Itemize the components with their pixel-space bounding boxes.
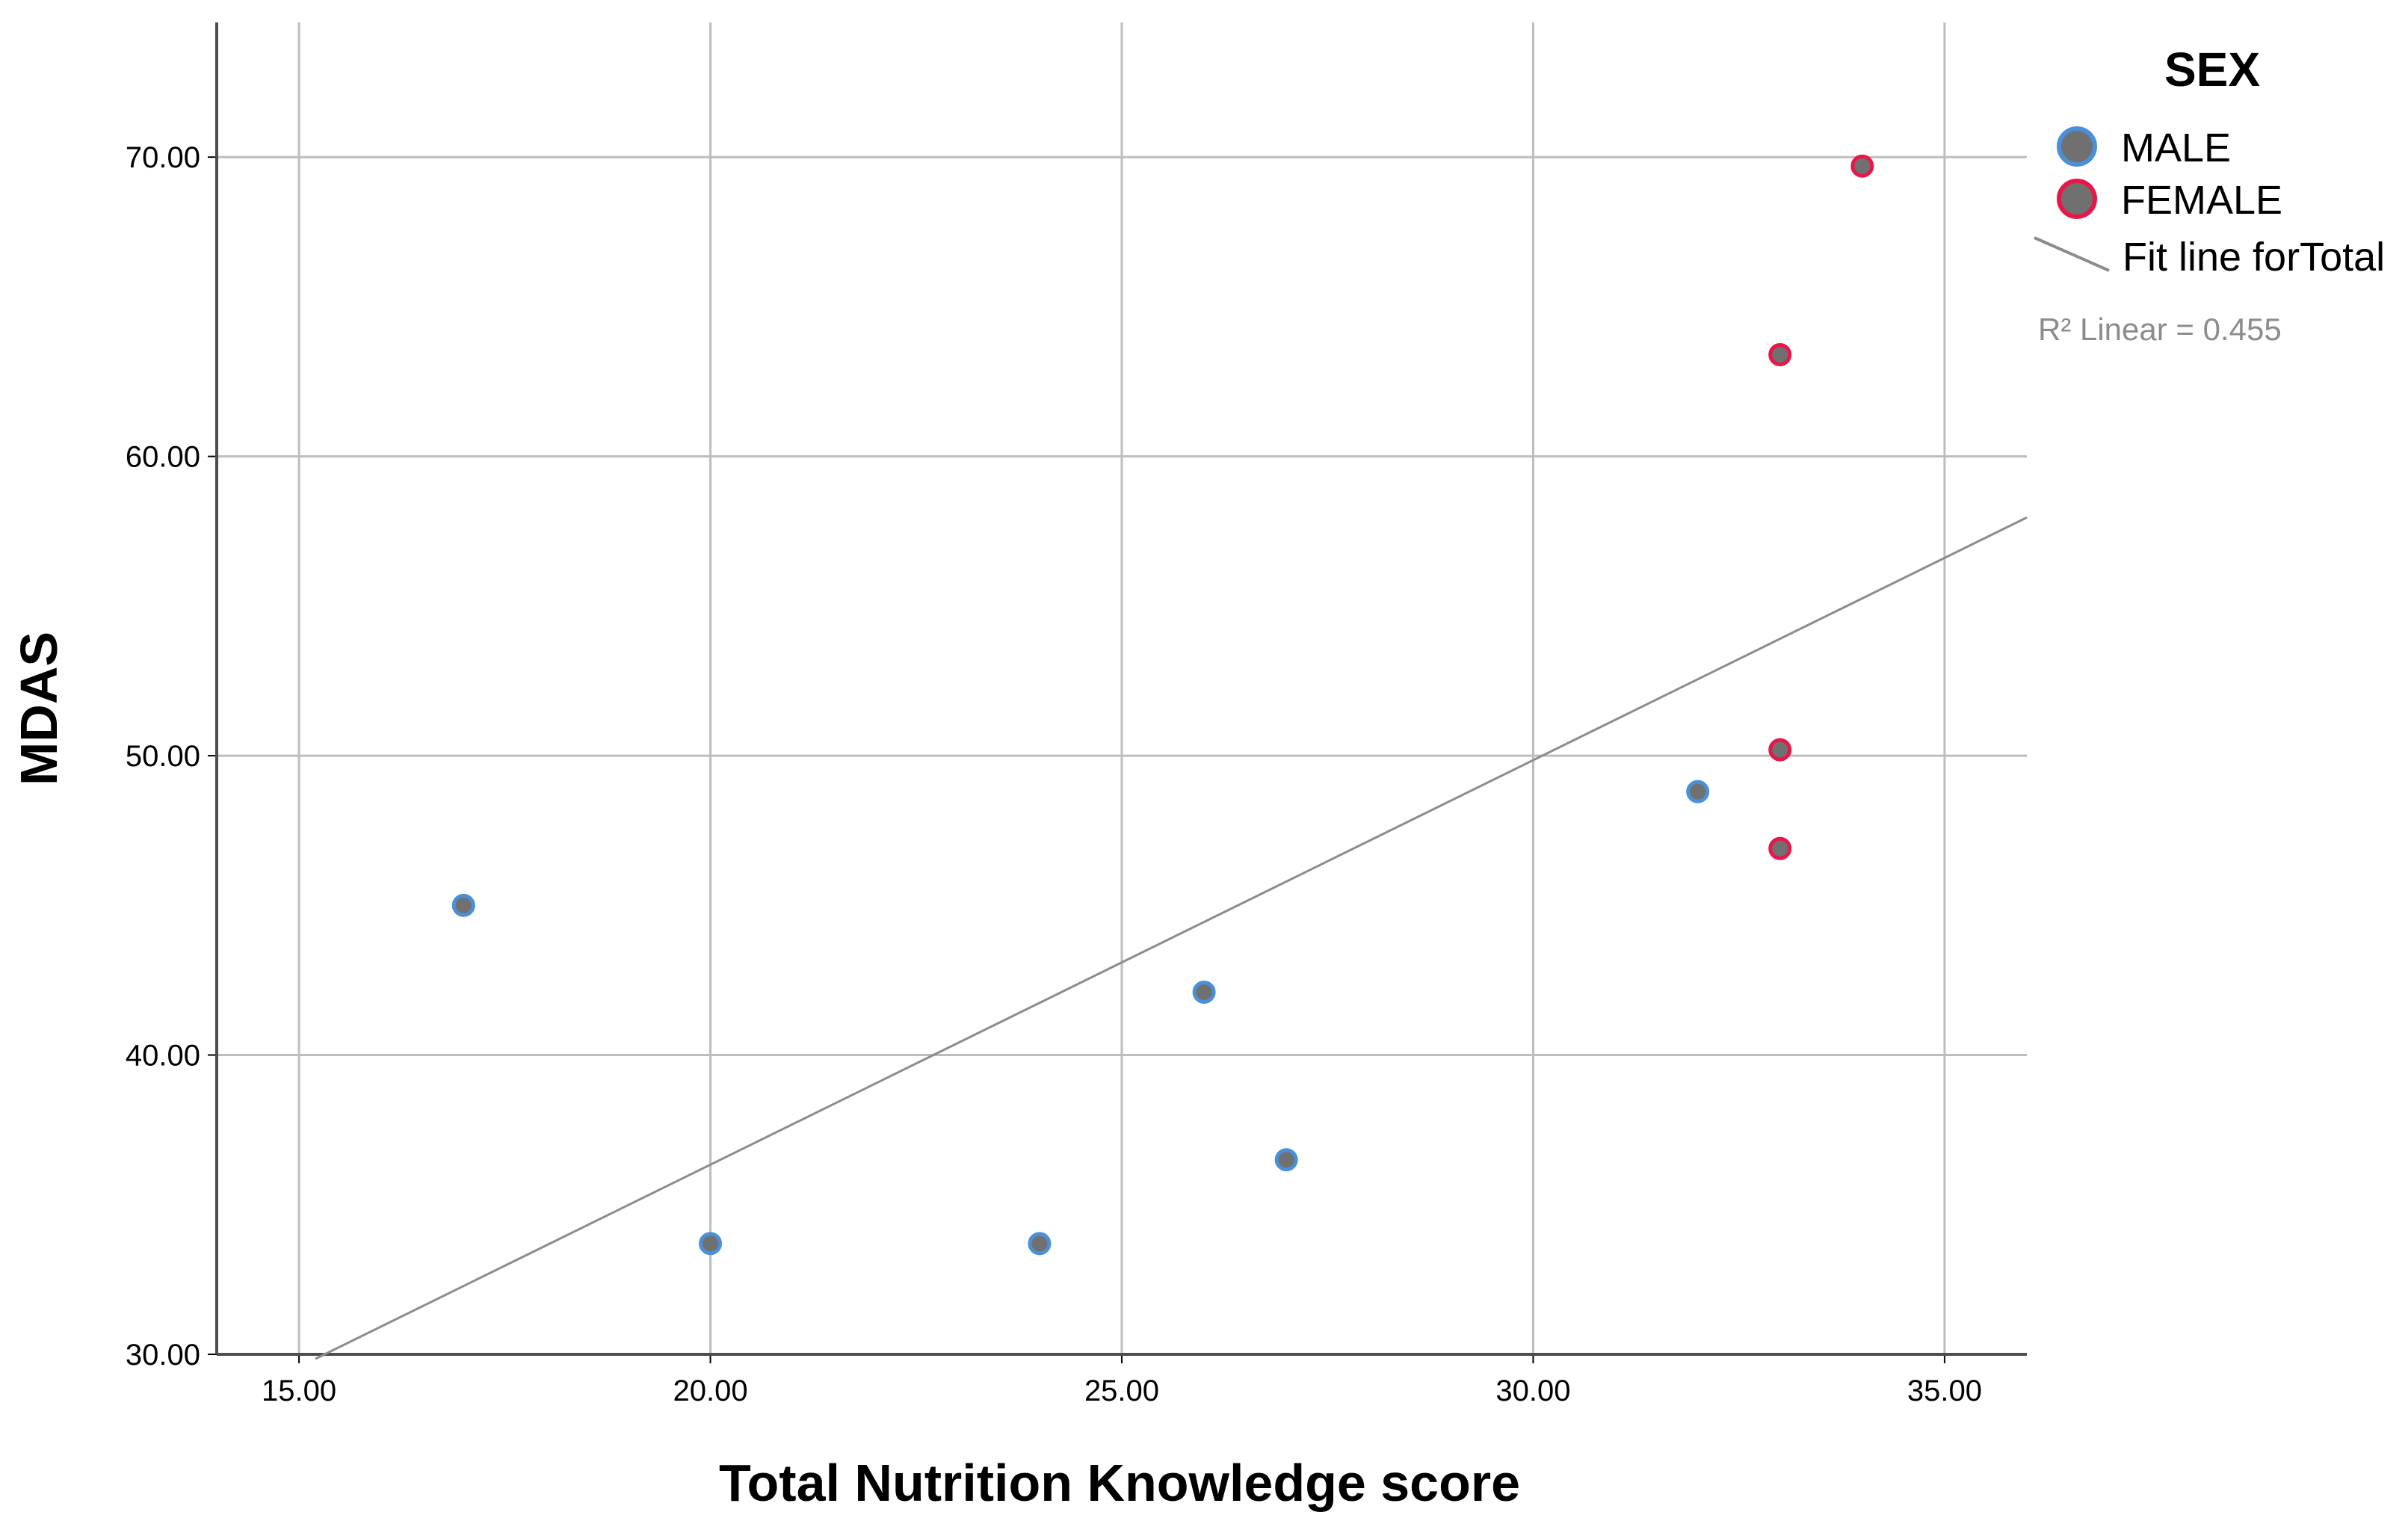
data-points <box>451 154 1874 1256</box>
y-tick-label: 60.00 <box>126 441 200 474</box>
legend-marker-male <box>2057 126 2097 167</box>
legend-fit-line-label: Fit line forTotal <box>2123 235 2385 280</box>
female-point <box>1768 738 1792 762</box>
x-tick-label: 15.00 <box>262 1375 336 1407</box>
x-tick-label: 30.00 <box>1495 1375 1570 1407</box>
male-point <box>451 893 475 917</box>
y-tick-label: 40.00 <box>126 1040 200 1073</box>
x-tick-label: 25.00 <box>1084 1375 1159 1407</box>
y-tick-label: 70.00 <box>126 141 200 174</box>
female-point <box>1850 154 1874 178</box>
axes <box>208 22 2027 1363</box>
male-point <box>699 1232 723 1256</box>
x-tick-label: 35.00 <box>1907 1375 1982 1407</box>
y-tick-label: 30.00 <box>126 1339 200 1372</box>
tick-labels: 15.00 20.00 25.00 30.00 35.00 30.00 40.00 50.00… <box>126 141 1982 1407</box>
y-tick-label: 50.00 <box>126 740 200 773</box>
legend-marker-female <box>2057 179 2097 219</box>
r2-linear-annotation: R² Linear = 0.455 <box>2038 312 2282 347</box>
male-point <box>1028 1232 1052 1256</box>
legend-label-female: FEMALE <box>2121 178 2282 223</box>
legend-label-male: MALE <box>2121 126 2231 170</box>
fit-line-layer <box>315 516 2028 1360</box>
legend-title: SEX <box>2164 43 2260 96</box>
x-tick-label: 20.00 <box>673 1375 747 1407</box>
y-axis-title: MDAS <box>10 632 68 786</box>
fit-line <box>315 516 2028 1360</box>
legend-fit-line-swatch <box>2034 236 2110 272</box>
legend-items: MALE FEMALE <box>2057 126 2282 223</box>
female-point <box>1768 836 1792 860</box>
x-axis-title: Total Nutrition Knowledge score <box>719 1454 1520 1512</box>
legend: SEX MALE FEMALE Fit line forTotal R² Line… <box>2034 43 2385 347</box>
male-point <box>1686 780 1710 803</box>
female-point <box>1768 342 1792 366</box>
male-point <box>1192 980 1216 1004</box>
male-point <box>1274 1148 1298 1172</box>
